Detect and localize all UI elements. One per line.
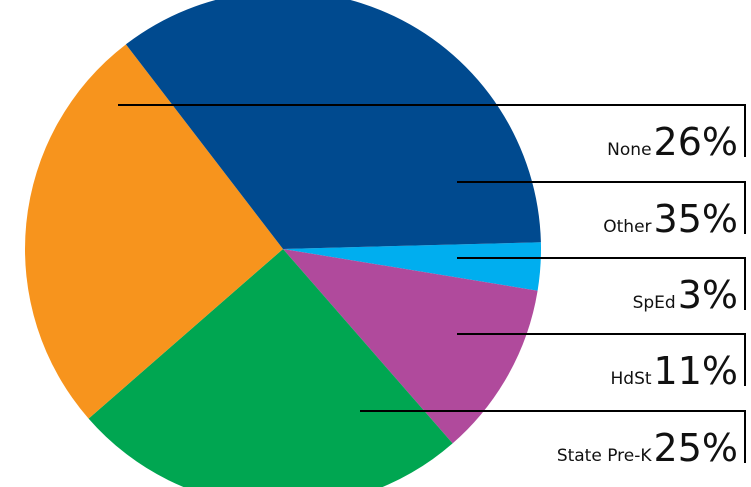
pie-slice xyxy=(24,44,283,419)
value-label: 35% xyxy=(654,197,738,241)
legend-label: State Pre-K25% xyxy=(557,426,738,470)
legend-label: None26% xyxy=(607,120,738,164)
pie-slice xyxy=(88,249,453,487)
category-name: State Pre-K xyxy=(557,446,653,466)
value-label: 26% xyxy=(654,120,738,164)
pie-slice xyxy=(283,242,541,291)
category-name: HdSt xyxy=(611,369,652,389)
legend-label: HdSt11% xyxy=(611,349,739,393)
value-label: 11% xyxy=(654,349,738,393)
pie-slice xyxy=(125,0,541,249)
category-name: Other xyxy=(603,217,651,237)
category-name: None xyxy=(607,140,651,160)
value-label: 3% xyxy=(678,273,738,317)
value-label: 25% xyxy=(654,426,738,470)
legend-label: Other35% xyxy=(603,197,738,241)
legend-label: SpEd3% xyxy=(633,273,738,317)
pie-slice xyxy=(283,249,538,444)
category-name: SpEd xyxy=(633,293,676,313)
